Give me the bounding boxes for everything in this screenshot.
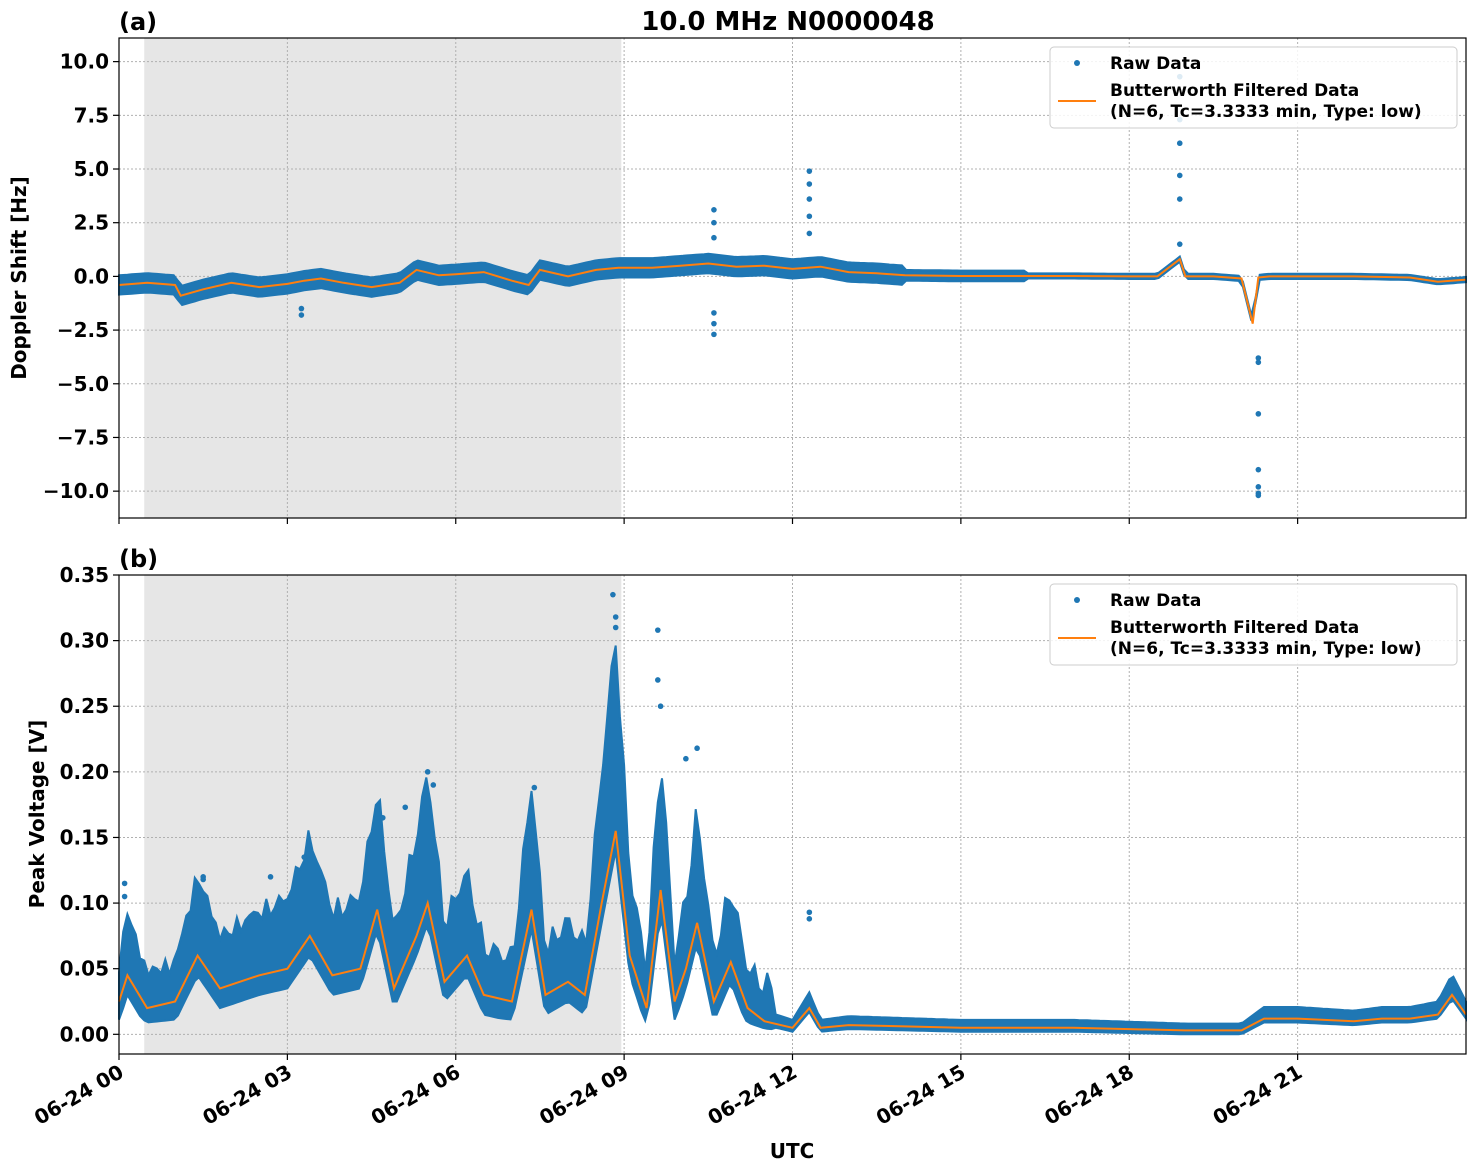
y-tick-label: 0.20 [60, 760, 109, 784]
y-tick-label: 0.35 [60, 563, 109, 587]
raw-data-point [806, 916, 813, 922]
y-tick-label: −7.5 [57, 425, 109, 449]
panel-b: 0.00 0.05 0.10 0.15 0.20 0.25 0.30 0.35 06-24 0… [25, 545, 1467, 1163]
panel-b-y-axis-label: Peak Voltage [V] [25, 720, 49, 909]
raw-data-point [711, 320, 717, 327]
raw-data-point [402, 804, 409, 811]
raw-data-point [711, 219, 717, 226]
raw-data-point [612, 614, 619, 620]
y-tick-label: 0.05 [60, 957, 109, 981]
raw-data-point [1255, 411, 1262, 417]
panel-b-legend-raw-marker [1074, 597, 1080, 603]
raw-data-point [301, 854, 308, 860]
raw-data-point [806, 168, 813, 174]
raw-data-point [1255, 492, 1262, 499]
panel-a-filtered-line [118, 257, 1467, 324]
raw-data-point [200, 876, 206, 883]
raw-data-point [806, 181, 813, 187]
x-tick-label: 06-24 06 [367, 1060, 465, 1130]
y-tick-label: −5.0 [57, 372, 109, 396]
y-tick-label: 0.25 [60, 694, 109, 718]
y-tick-label: 0.15 [60, 825, 109, 849]
panel-a-x-ticks [118, 518, 1299, 524]
panel-a-legend-raw-label: Raw Data [1110, 54, 1201, 74]
panel-b-legend: Raw Data Butterworth Filtered Data (N=6,… [1049, 583, 1458, 666]
panel-a-legend-filtered-label: Butterworth Filtered Data [1110, 81, 1359, 101]
raw-data-point [430, 782, 437, 788]
y-tick-label: −2.5 [57, 318, 109, 342]
panel-a-legend: Raw Data Butterworth Filtered Data (N=6,… [1049, 46, 1458, 129]
raw-data-point [121, 880, 128, 887]
panel-a: −10.0 −7.5 −5.0 −2.5 0.0 2.5 5.0 7.5 10.0 (a) 10… [7, 7, 1467, 524]
raw-data-point [1176, 172, 1183, 179]
raw-data-point [683, 755, 689, 762]
panel-a-y-ticks: −10.0 −7.5 −5.0 −2.5 0.0 2.5 5.0 7.5 10.0 [43, 50, 119, 503]
x-tick-label: 06-24 00 [30, 1060, 128, 1130]
raw-data-point [657, 703, 664, 710]
panel-b-x-ticks: 06-24 00 06-24 03 06-24 06 06-24 09 06-24 12… [30, 1054, 1306, 1130]
raw-data-point [1255, 484, 1262, 490]
x-tick-label: 06-24 03 [198, 1060, 296, 1130]
raw-data-point [531, 784, 538, 791]
y-tick-label: 10.0 [60, 50, 109, 74]
raw-data-point [298, 312, 305, 318]
y-tick-label: 7.5 [74, 103, 109, 127]
panel-b-legend-raw-label: Raw Data [1110, 591, 1201, 611]
panel-a-y-axis-label: Doppler Shift [Hz] [7, 176, 31, 380]
x-tick-label: 06-24 21 [1209, 1060, 1307, 1130]
panel-a-legend-filtered-params: (N=6, Tc=3.3333 min, Type: low) [1110, 102, 1422, 122]
y-tick-label: 0.10 [60, 891, 109, 915]
panel-a-legend-raw-marker [1074, 60, 1080, 66]
raw-data-point [1255, 355, 1262, 361]
panel-a-raw-data-points [298, 73, 1262, 499]
raw-data-point [1176, 241, 1183, 247]
y-tick-label: 0.00 [60, 1022, 109, 1046]
raw-data-point [711, 310, 717, 316]
raw-data-point [1255, 359, 1262, 366]
x-tick-label: 06-24 12 [703, 1060, 801, 1130]
raw-data-point [610, 591, 616, 598]
raw-data-point [806, 909, 813, 916]
x-axis-label: UTC [770, 1139, 815, 1163]
x-tick-label: 06-24 15 [872, 1060, 970, 1130]
raw-data-point [307, 856, 313, 863]
panel-b-raw-data-points [121, 591, 813, 922]
raw-data-point [121, 893, 128, 900]
raw-data-point [655, 677, 661, 683]
raw-data-point [1255, 466, 1262, 473]
raw-data-point [298, 305, 305, 312]
y-tick-label: −10.0 [43, 479, 109, 503]
x-tick-label: 06-24 18 [1040, 1060, 1138, 1130]
panel-b-label: (b) [119, 545, 158, 573]
raw-data-point [612, 624, 619, 631]
panel-b-legend-filtered-label: Butterworth Filtered Data [1110, 618, 1359, 638]
chart-title: 10.0 MHz N0000048 [641, 7, 934, 37]
y-tick-label: 0.0 [74, 264, 109, 288]
raw-data-point [424, 769, 431, 775]
raw-data-point [267, 874, 274, 880]
raw-data-point [694, 745, 700, 752]
raw-data-point [1176, 196, 1183, 202]
raw-data-point [711, 234, 717, 241]
panel-a-label: (a) [119, 8, 157, 36]
panel-b-filtered-line [118, 830, 1467, 1032]
y-tick-label: 2.5 [74, 211, 109, 235]
raw-data-point [655, 627, 661, 633]
raw-data-point [379, 814, 386, 821]
raw-data-point [1176, 140, 1183, 147]
panel-b-y-ticks: 0.00 0.05 0.10 0.15 0.20 0.25 0.30 0.35 [60, 563, 119, 1046]
raw-data-point [806, 230, 813, 237]
panel-a-legend-box [1049, 46, 1458, 129]
raw-data-point [374, 805, 380, 812]
x-tick-label: 06-24 09 [535, 1060, 633, 1130]
panel-b-legend-filtered-params: (N=6, Tc=3.3333 min, Type: low) [1110, 639, 1422, 659]
y-tick-label: 0.30 [60, 629, 109, 653]
panel-b-legend-box [1049, 583, 1458, 666]
raw-data-point [806, 213, 813, 220]
y-tick-label: 5.0 [74, 157, 109, 181]
raw-data-point [806, 196, 813, 202]
raw-data-point [711, 207, 717, 213]
raw-data-point [711, 331, 717, 338]
